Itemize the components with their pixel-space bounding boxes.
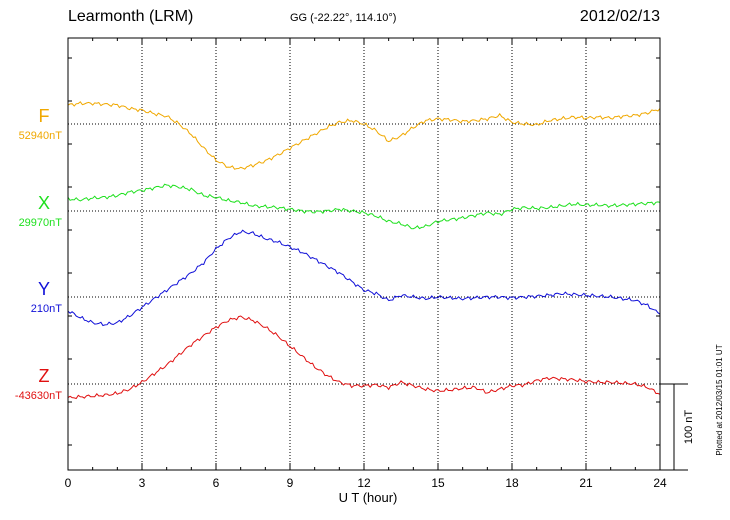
x-tick-label: 6 [213,476,220,490]
series-baseline-f: 52940nT [19,130,63,142]
geographic-coordinates: GG (-22.22°, 114.10°) [290,12,397,24]
series-name-y: Y [38,279,50,299]
x-tick-label: 21 [579,476,593,490]
x-tick-label: 3 [139,476,146,490]
series-layer [67,101,661,400]
x-tick-label: 9 [287,476,294,490]
series-line-f [67,101,661,170]
series-baseline-x: 29970nT [19,217,63,229]
x-tick-label: 0 [65,476,72,490]
x-tick-label: 12 [357,476,371,490]
series-line-z [67,315,661,400]
scale-bar: 100 nT [660,383,695,471]
series-line-x [67,183,661,230]
grid [68,38,660,470]
axis-ticks [67,38,661,470]
station-title: Learmonth (LRM) [68,8,194,25]
x-tick-label: 15 [431,476,445,490]
series-labels: F 52940nT X 29970nT Y 210nT Z -43630nT [15,106,62,402]
plot-date: 2012/02/13 [579,8,660,25]
x-tick-label: 24 [653,476,667,490]
series-name-x: X [38,193,50,213]
scale-bar-label: 100 nT [683,410,695,445]
series-line-y [67,229,661,327]
plotted-timestamp: Plotted at 2012/03/15 01:01 UT [715,344,724,455]
x-tick-labels: 0 3 6 9 12 15 18 21 24 [65,476,667,490]
x-tick-label: 18 [505,476,519,490]
series-baseline-y: 210nT [31,303,62,315]
series-name-f: F [39,106,50,126]
x-axis-label: U T (hour) [339,490,398,505]
series-baseline-z: -43630nT [15,390,62,402]
series-name-z: Z [39,366,50,386]
